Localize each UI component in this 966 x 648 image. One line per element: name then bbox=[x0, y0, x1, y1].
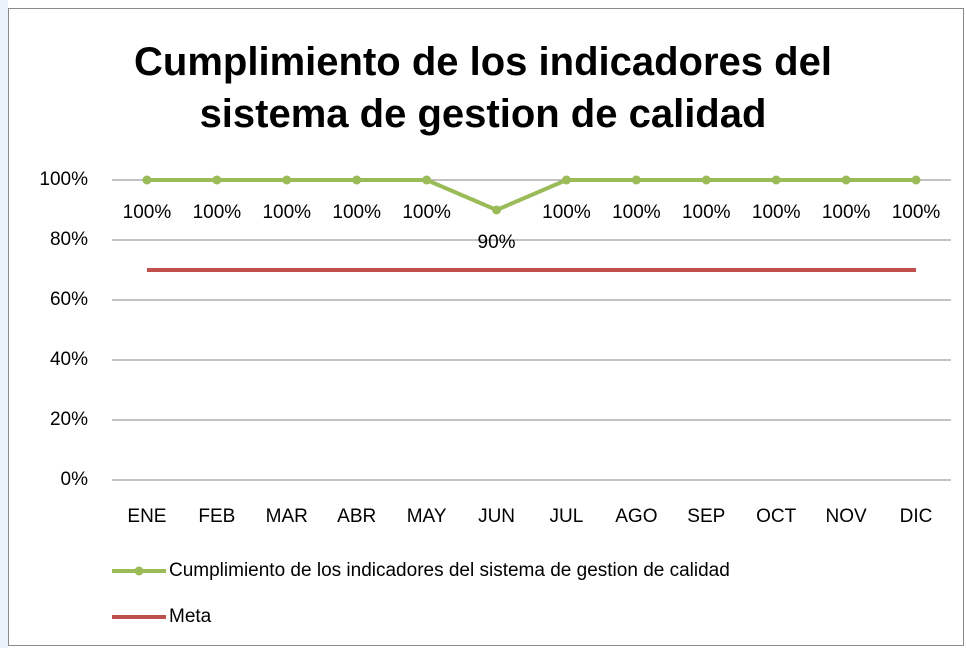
data-label: 100% bbox=[332, 202, 381, 223]
data-label: 100% bbox=[682, 202, 731, 223]
x-tick-label: DIC bbox=[900, 506, 933, 527]
x-tick-label: FEB bbox=[198, 506, 235, 527]
y-tick-label: 100% bbox=[39, 169, 88, 190]
point-marker bbox=[282, 175, 292, 185]
y-tick-label: 60% bbox=[50, 289, 88, 310]
x-tick-label: ABR bbox=[337, 506, 376, 527]
data-label: 100% bbox=[193, 202, 242, 223]
series-line bbox=[146, 178, 917, 212]
point-marker bbox=[841, 175, 851, 185]
side-strip bbox=[0, 0, 8, 648]
point-marker bbox=[422, 175, 432, 185]
y-tick-label: 20% bbox=[50, 409, 88, 430]
x-tick-label: SEP bbox=[687, 506, 725, 527]
point-marker bbox=[631, 175, 641, 185]
x-tick-label: JUL bbox=[550, 506, 584, 527]
point-marker bbox=[771, 175, 781, 185]
x-tick-label: JUN bbox=[478, 506, 515, 527]
x-tick-label: OCT bbox=[756, 506, 797, 527]
x-tick-label: MAY bbox=[407, 506, 447, 527]
x-tick-label: MAR bbox=[266, 506, 308, 527]
data-label: 90% bbox=[478, 232, 516, 253]
x-tick-label: NOV bbox=[826, 506, 868, 527]
x-tick-label: ENE bbox=[127, 506, 166, 527]
y-tick-label: 80% bbox=[50, 229, 88, 250]
data-label: 100% bbox=[262, 202, 311, 223]
point-marker bbox=[911, 175, 921, 185]
data-label: 100% bbox=[892, 202, 941, 223]
data-label: 100% bbox=[542, 202, 591, 223]
point-marker bbox=[492, 205, 502, 215]
data-label: 100% bbox=[752, 202, 801, 223]
data-label: 100% bbox=[822, 202, 871, 223]
point-marker bbox=[701, 175, 711, 185]
point-marker bbox=[212, 175, 222, 185]
chart-frame bbox=[8, 8, 964, 646]
chart-title: Cumplimiento de los indicadores del sist… bbox=[134, 40, 832, 136]
legend-label: Meta bbox=[169, 606, 212, 627]
data-label: 100% bbox=[123, 202, 172, 223]
point-marker bbox=[142, 175, 152, 185]
x-tick-label: AGO bbox=[615, 506, 657, 527]
y-tick-label: 0% bbox=[61, 469, 89, 490]
legend-marker bbox=[134, 566, 144, 576]
y-tick-label: 40% bbox=[50, 349, 88, 370]
legend-label: Cumplimiento de los indicadores del sist… bbox=[169, 560, 730, 581]
point-marker bbox=[352, 175, 362, 185]
data-label: 100% bbox=[612, 202, 661, 223]
point-marker bbox=[561, 175, 571, 185]
data-label: 100% bbox=[402, 202, 451, 223]
